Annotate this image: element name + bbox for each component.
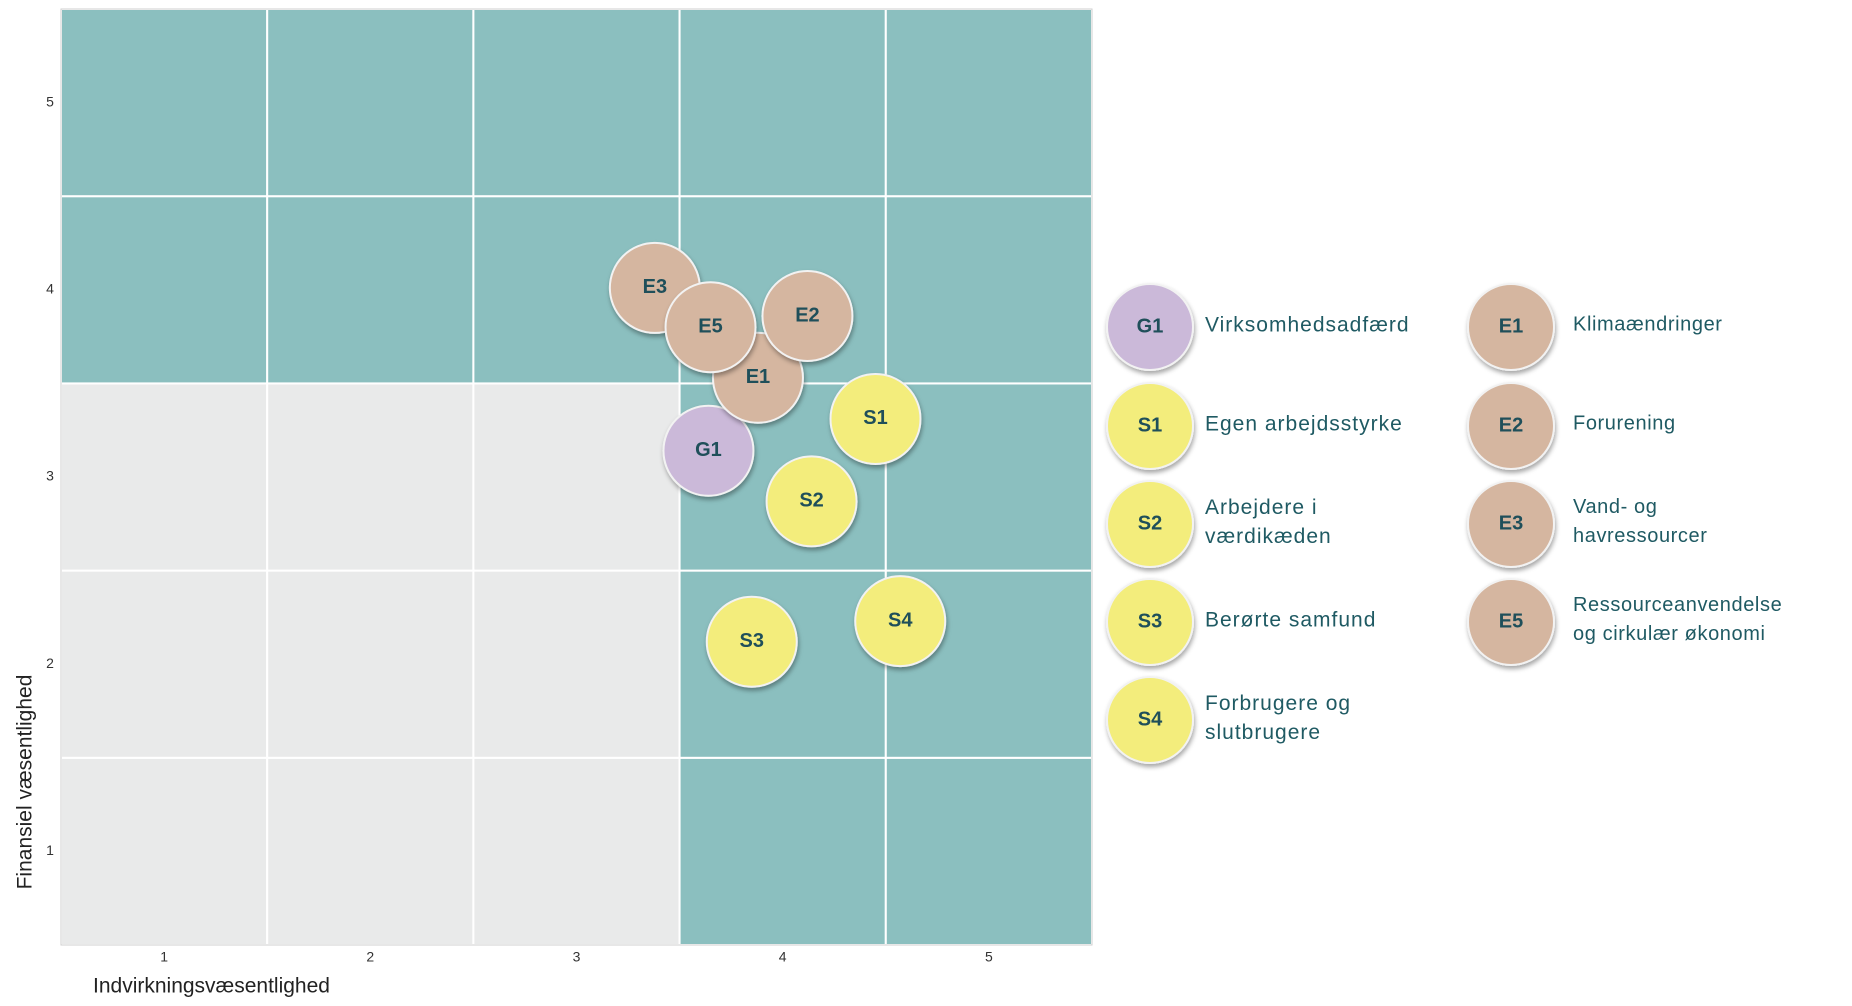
matrix-cell [266,195,475,385]
legend-code: E2 [1499,414,1523,436]
legend-code: S3 [1138,610,1162,632]
matrix-cell [884,756,1093,946]
legend-code: E3 [1499,512,1523,534]
bubble [854,575,947,668]
matrix-cell [266,569,475,759]
legend-label: Ressourceanvendelse og cirkulær økonomi [1573,594,1783,645]
legend-code: S2 [1138,512,1162,534]
x-tick-label: 1 [160,949,168,965]
bubble-label: S4 [888,609,913,631]
bubble [765,455,858,548]
legend-label: Forurening [1573,412,1676,435]
y-tick-label: 3 [46,468,54,484]
bubble-label: S3 [740,630,764,652]
bubble [664,281,757,374]
legend-swatch [1467,578,1555,666]
bubble [761,270,854,363]
bubble-label: E3 [643,276,667,298]
matrix-cell [884,8,1093,198]
y-tick-label: 2 [46,655,54,671]
matrix-cell [472,8,681,198]
matrix-cell [60,756,269,946]
legend-code: S1 [1138,414,1162,436]
legend-swatch [1467,382,1555,470]
legend-label: Forbrugere og slutbrugere [1205,692,1352,744]
x-tick-label: 4 [779,949,787,965]
bubble-label: S2 [799,490,823,512]
matrix-cell [472,569,681,759]
legend-label: Arbejdere i værdikæden [1205,496,1332,548]
matrix-cell [266,382,475,572]
bubble [829,372,922,465]
matrix-cell [60,569,269,759]
legend-swatch [1106,480,1194,568]
matrix-cell [60,8,269,198]
bubble-label: E1 [746,366,770,388]
bubble [705,595,798,688]
y-axis-label: Finansiel væsentlighed [14,675,37,890]
matrix-cell [472,756,681,946]
plot-background [60,8,1093,946]
legend-swatch [1467,480,1555,568]
legend-swatch [1106,578,1194,666]
bubble [662,404,755,497]
x-tick-label: 2 [366,949,374,965]
legend-swatch [1106,676,1194,764]
legend-swatch [1106,382,1194,470]
matrix-cell [266,756,475,946]
legend-code: S4 [1138,708,1163,730]
y-tick-label: 5 [46,93,54,109]
matrix-cell [678,756,887,946]
matrix-cell [266,8,475,198]
legend-swatch [1106,283,1194,371]
matrix-cell [60,382,269,572]
legend-label: Vand- og havressourcer [1573,496,1708,547]
plot-border [60,8,1093,946]
legend-code: G1 [1137,315,1164,337]
matrix-cell [60,195,269,385]
bubble-label: S1 [863,407,887,429]
matrix-cell [678,8,887,198]
x-axis-label: Indvirkningsvæsentlighed [93,975,330,998]
matrix-cell [884,195,1093,385]
y-tick-label: 1 [46,842,54,858]
y-tick-label: 4 [46,281,54,297]
legend-code: E5 [1499,610,1523,632]
legend-code: E1 [1499,315,1523,337]
legend-label: Egen arbejdsstyrke [1205,412,1403,436]
bubble-label: E2 [795,304,819,326]
x-tick-label: 3 [573,949,581,965]
matrix-cell [472,382,681,572]
bubble-label: E5 [698,316,722,338]
legend-swatch [1467,283,1555,371]
legend-label: Berørte samfund [1205,608,1377,632]
x-tick-label: 5 [985,949,993,965]
legend-label: Virksomhedsadfærd [1205,313,1410,337]
bubble-label: G1 [695,439,722,461]
legend-label: Klimaændringer [1573,313,1723,336]
